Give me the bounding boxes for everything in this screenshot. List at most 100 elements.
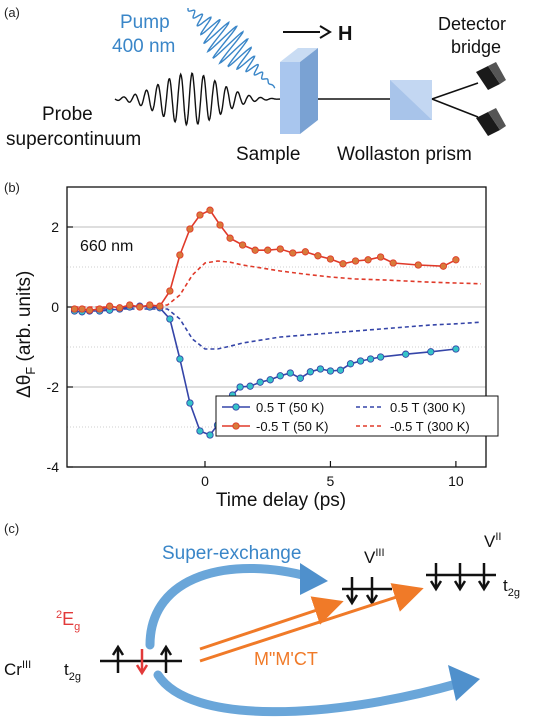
cr-t2g-label: t2g	[64, 660, 81, 683]
data-point	[186, 225, 194, 233]
data-point	[376, 353, 385, 361]
data-point	[414, 261, 422, 269]
data-point	[106, 302, 114, 310]
data-point	[216, 221, 224, 229]
v2-label: VII	[484, 531, 501, 551]
v2-t2g-label: t2g	[503, 576, 520, 599]
wollaston-prism	[390, 80, 432, 120]
legend-label: 0.5 T (50 K)	[256, 400, 324, 415]
data-point	[326, 367, 335, 375]
wollaston-label: Wollaston prism	[337, 144, 472, 165]
super-exchange-label: Super-exchange	[162, 543, 301, 564]
data-point	[326, 255, 335, 263]
data-point	[78, 305, 86, 313]
cr-orbitals	[100, 644, 182, 676]
data-point	[366, 355, 375, 363]
panel-c: (c) Super-exchange VIII VII t2g 2Eg CrII…	[4, 521, 520, 717]
data-point	[238, 241, 247, 249]
data-point	[196, 427, 204, 435]
e2g-label: 2Eg	[56, 609, 80, 633]
x-tick-label: 5	[327, 473, 335, 489]
data-point	[389, 259, 397, 267]
probe-pulse	[114, 72, 284, 127]
detector-label: Detector	[438, 14, 506, 34]
data-point	[251, 246, 259, 254]
data-point	[351, 257, 360, 265]
data-point	[226, 234, 234, 242]
data-point	[206, 206, 214, 214]
panel-b-chart: (b) -4 -2 0 2 0 5 10 660 nm ΔθF (arb. units) T…	[4, 180, 499, 511]
v2-orbitals	[426, 563, 496, 592]
legend-marker	[232, 422, 240, 430]
data-point	[146, 301, 154, 309]
mmct-arrows	[199, 583, 424, 663]
y-tick-label: -4	[47, 459, 60, 475]
data-point	[256, 378, 264, 386]
data-point	[166, 287, 174, 295]
data-point	[286, 369, 294, 377]
data-point	[156, 302, 164, 310]
pump-wavelength: 400 nm	[112, 36, 175, 57]
data-point	[246, 382, 254, 390]
field-label: H	[338, 23, 352, 45]
data-point	[336, 366, 345, 374]
y-tick-label: -2	[47, 379, 60, 395]
super-exchange-arrow-bottom	[153, 665, 480, 717]
field-arrow	[283, 25, 332, 39]
panel-b-label: (b)	[4, 180, 20, 195]
series-line	[74, 209, 457, 312]
data-point	[186, 399, 194, 407]
panel-a: (a) Pump 400 nm H Detector bridge Probe …	[4, 5, 506, 165]
plot-frame	[66, 186, 487, 468]
y-axis-label: ΔθF (arb. units)	[14, 271, 38, 398]
data-point	[339, 260, 347, 268]
data-point	[264, 246, 272, 254]
legend-label: -0.5 T (300 K)	[390, 419, 470, 434]
series-line	[74, 260, 482, 308]
y-tick-label: 2	[51, 219, 59, 235]
data-point	[346, 360, 355, 368]
data-point	[166, 315, 174, 323]
data-point	[376, 253, 385, 261]
data-point	[314, 252, 322, 260]
data-point	[356, 357, 365, 365]
legend-label: -0.5 T (50 K)	[256, 419, 329, 434]
data-point	[316, 365, 325, 373]
detector-bottom	[476, 108, 506, 136]
data-point	[276, 245, 284, 253]
data-point	[452, 256, 460, 264]
pump-pulse	[187, 8, 276, 89]
data-point	[276, 372, 284, 380]
data-point	[289, 249, 297, 257]
panel-a-label: (a)	[4, 5, 20, 20]
mmct-label: M"M'CT	[254, 649, 318, 669]
panel-c-label: (c)	[4, 521, 19, 536]
pump-label: Pump	[120, 12, 170, 33]
data-point	[439, 262, 447, 270]
v3-label: VIII	[364, 547, 385, 567]
data-point	[301, 248, 310, 256]
series-line	[74, 308, 482, 350]
data-point	[116, 304, 124, 312]
data-point	[126, 301, 134, 309]
split-beams	[431, 82, 479, 118]
cr-label: CrIII	[4, 659, 31, 679]
data-point	[296, 374, 304, 382]
super-exchange-arrow-top	[145, 563, 328, 650]
data-point	[402, 350, 410, 358]
probe-label-2: supercontinuum	[6, 129, 141, 150]
legend-label: 0.5 T (300 K)	[390, 400, 465, 415]
data-point	[85, 306, 94, 314]
v3-orbitals	[342, 577, 412, 606]
data-point	[196, 211, 204, 219]
data-point	[206, 431, 214, 439]
wavelength-label: 660 nm	[80, 238, 133, 255]
data-point	[427, 348, 435, 356]
chart-axes: -4 -2 0 2 0 5 10	[47, 186, 487, 489]
chart-legend: 0.5 T (50 K) 0.5 T (300 K) -0.5 T (50 K) -0…	[215, 395, 499, 437]
sample-label: Sample	[236, 144, 300, 165]
data-point	[70, 305, 79, 313]
data-point	[136, 303, 144, 311]
data-point	[452, 345, 460, 353]
legend-marker	[232, 403, 240, 411]
